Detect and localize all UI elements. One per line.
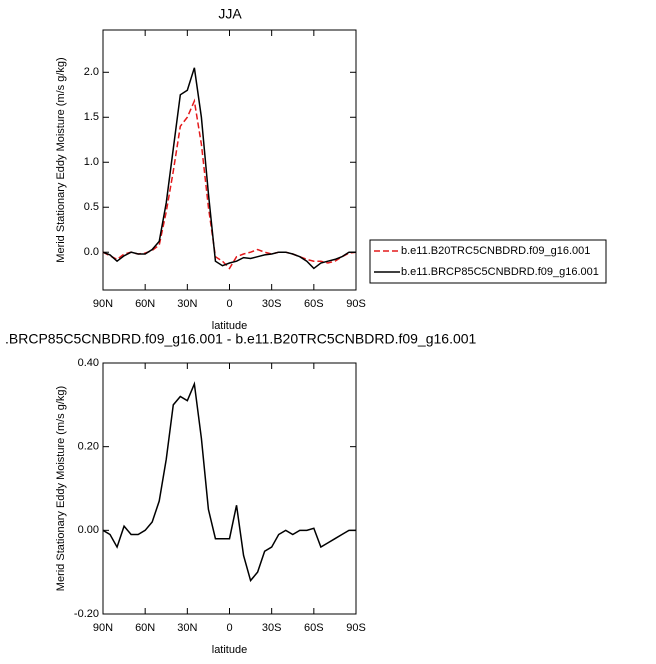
data-line xyxy=(102,381,356,583)
x-tick-label: 30N xyxy=(177,622,197,634)
data-line xyxy=(102,67,356,270)
y-tick-label: 1.5 xyxy=(84,111,99,123)
data-line xyxy=(102,98,357,270)
x-tick-label: 30S xyxy=(262,622,282,634)
chart-title: .BRCP85C5CNBDRD.f09_g16.001 - b.e11.B20T… xyxy=(5,331,477,347)
y-tick-label: -0.20 xyxy=(74,608,99,620)
x-tick-label: 90S xyxy=(346,622,366,634)
x-tick-label: 30N xyxy=(177,298,197,310)
legend-label: b.e11.BRCP85C5CNBDRD.f09_g16.001 xyxy=(401,266,599,278)
y-tick-label: 0.00 xyxy=(78,524,99,536)
y-axis-label: Merid Stationary Eddy Moisture (m/s g/kg… xyxy=(55,57,67,262)
x-tick-label: 60S xyxy=(304,622,324,634)
x-tick-label: 60S xyxy=(304,298,324,310)
x-axis-label: latitude xyxy=(212,320,247,332)
y-tick-label: 1.0 xyxy=(84,156,99,168)
chart-title: JJA xyxy=(218,6,242,22)
plot-frame xyxy=(102,29,357,291)
x-tick-label: 90N xyxy=(93,298,113,310)
y-tick-label: 0.5 xyxy=(84,201,99,213)
y-tick-label: 2.0 xyxy=(84,66,99,78)
legend-label: b.e11.B20TRC5CNBDRD.f09_g16.001 xyxy=(401,245,590,257)
y-axis-label: Merid Stationary Eddy Moisture (m/s g/kg… xyxy=(55,386,67,591)
x-tick-label: 0 xyxy=(226,622,232,634)
legend-box xyxy=(369,239,607,284)
x-tick-label: 90N xyxy=(93,622,113,634)
x-tick-label: 60N xyxy=(135,298,155,310)
x-axis-label: latitude xyxy=(212,644,247,656)
y-tick-label: 0.20 xyxy=(78,441,99,453)
x-tick-label: 30S xyxy=(262,298,282,310)
y-tick-label: 0.40 xyxy=(78,357,99,369)
x-tick-label: 60N xyxy=(135,622,155,634)
y-tick-label: 0.0 xyxy=(84,246,99,258)
x-tick-label: 90S xyxy=(346,298,366,310)
plot-frame xyxy=(102,362,357,615)
x-tick-label: 0 xyxy=(226,298,232,310)
